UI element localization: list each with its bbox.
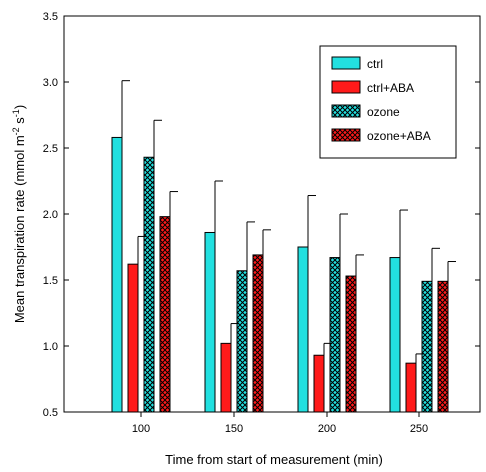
bar: [111, 136, 123, 413]
bar: [329, 257, 341, 413]
y-tick-label: 2.0: [43, 209, 58, 221]
bar: [127, 263, 139, 413]
legend-swatch: [331, 80, 361, 94]
x-tick-label: 100: [132, 423, 150, 435]
legend-swatch: [331, 56, 361, 70]
legend-label: ozone: [367, 105, 400, 119]
y-axis: 0.5 1.0 1.5 2.0 2.5 3.0 3.5: [43, 11, 480, 419]
bar: [236, 270, 248, 413]
bar: [437, 280, 449, 413]
error-bars-layer: [121, 80, 456, 364]
legend-swatch: [331, 128, 361, 142]
legend-label: ozone+ABA: [367, 129, 431, 143]
y-axis-label: Mean transpiration rate (mmol m-2 s-1): [11, 105, 27, 323]
x-axis-label: Time from start of measurement (min): [165, 452, 383, 467]
x-axis: 100 150 200 250: [132, 412, 428, 435]
bar: [252, 254, 264, 413]
bar: [220, 342, 232, 413]
legend-label: ctrl: [367, 57, 383, 71]
bar: [143, 156, 155, 413]
y-tick-label: 1.0: [43, 341, 58, 353]
bar: [345, 275, 357, 413]
y-tick-label: 1.5: [43, 275, 58, 287]
bars-layer: [111, 136, 449, 413]
y-tick-label: 0.5: [43, 407, 58, 419]
bar: [389, 257, 401, 413]
bar: [159, 216, 171, 413]
bar: [204, 231, 216, 413]
bar: [297, 246, 309, 413]
legend-items: ctrl ctrl+ABA ozone ozone+ABA: [331, 56, 431, 143]
x-tick-label: 200: [318, 423, 336, 435]
bar: [405, 362, 417, 413]
x-tick-label: 150: [225, 423, 243, 435]
legend: ctrl ctrl+ABA ozone ozone+ABA: [319, 45, 457, 159]
bar: [313, 354, 325, 413]
y-tick-label: 2.5: [43, 143, 58, 155]
y-tick-label: 3.0: [43, 77, 58, 89]
bar: [421, 280, 433, 413]
legend-label: ctrl+ABA: [367, 81, 414, 95]
y-tick-label: 3.5: [43, 11, 58, 23]
legend-swatch: [331, 104, 361, 118]
x-tick-label: 250: [410, 423, 428, 435]
